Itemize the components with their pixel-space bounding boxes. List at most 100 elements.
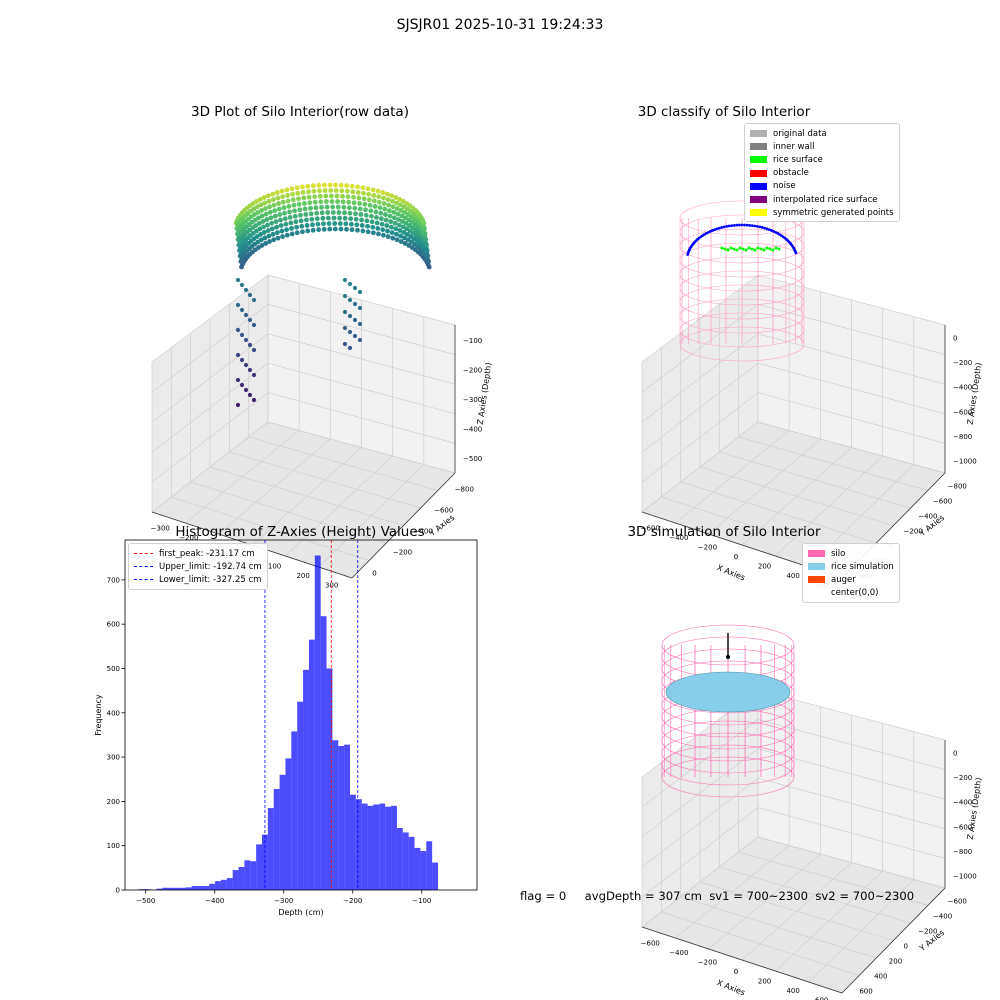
raw-point (305, 183, 311, 189)
silo-wireframe (679, 200, 805, 362)
raw-point (318, 199, 324, 205)
legend-label: Lower_limit: -327.25 cm (159, 574, 262, 585)
y-tick-label: 600 (107, 621, 120, 629)
raw-point (342, 215, 348, 221)
raw-point (350, 189, 356, 195)
raw-point (333, 182, 338, 188)
sv1-text: sv1 = 700~2300 (709, 889, 808, 903)
histogram-bar (396, 827, 403, 890)
raw-point (263, 241, 268, 246)
raw-point (264, 217, 270, 222)
raw-point (377, 205, 383, 211)
noise-point (711, 229, 714, 232)
raw-point (393, 231, 399, 237)
raw-point (260, 219, 266, 224)
histogram-bar (285, 758, 292, 890)
rice-surface-point (723, 247, 727, 251)
raw-point (235, 352, 241, 358)
classify-legend: original data inner wall rice surface obsta… (744, 123, 900, 223)
legend-swatch (134, 579, 153, 581)
y-tick-label: −800 (455, 486, 474, 494)
raw-point (352, 205, 358, 211)
noise-point (732, 223, 736, 227)
histogram-bar (303, 669, 309, 890)
raw-point (325, 210, 331, 215)
x-tick-label: −400 (669, 534, 688, 542)
z-tick-label: −800 (953, 433, 972, 441)
raw-point (378, 210, 384, 216)
raw-point (306, 189, 311, 195)
noise-point (755, 224, 759, 228)
raw-point (311, 188, 317, 194)
raw-point (310, 227, 316, 233)
y-tick-label: 200 (889, 958, 902, 966)
grid-line (641, 807, 946, 898)
simulation-legend: silo rice simulation auger center(0,0) (802, 543, 900, 603)
grid-line (719, 866, 911, 924)
z-tick-label: −300 (463, 396, 482, 404)
raw-point (291, 202, 297, 208)
raw-point (285, 198, 291, 204)
raw-point (347, 313, 353, 319)
grid-line (719, 451, 911, 509)
raw-point (243, 287, 249, 293)
grid-line (151, 274, 456, 363)
raw-point (336, 210, 342, 215)
rice-surface-point (762, 248, 766, 252)
raw-point (332, 221, 338, 226)
raw-point (380, 232, 386, 238)
rice-surface-point (741, 247, 745, 251)
x-tick-label: 300 (325, 581, 338, 589)
raw-point (357, 201, 362, 206)
histogram-bar (273, 788, 280, 890)
raw-point (235, 302, 241, 308)
x-axis-label: Depth (cm) (278, 908, 323, 917)
raw-point (385, 234, 391, 239)
x-tick-label: −300 (274, 897, 293, 905)
noise-point (743, 223, 746, 227)
rice-surface-point (771, 248, 775, 252)
raw-point (271, 237, 277, 243)
raw-point (282, 216, 288, 222)
y-tick-label: −800 (948, 483, 967, 491)
z-tick-label: −400 (953, 384, 972, 392)
legend-label: noise (773, 181, 796, 192)
raw-point (261, 195, 267, 200)
histogram-bar (291, 731, 298, 890)
raw-point (287, 215, 293, 220)
raw-point (324, 204, 330, 210)
histogram-bar (162, 887, 169, 890)
histogram-bar (420, 851, 427, 890)
axes-box: −600−400−2000200400600−800−600−400−20002… (641, 274, 983, 589)
raw-point (342, 293, 348, 299)
raw-point (380, 227, 386, 233)
raw-point (319, 204, 324, 210)
raw-point (331, 215, 337, 221)
raw-point (353, 211, 358, 217)
raw-point (357, 206, 363, 212)
raw-point (380, 190, 386, 195)
rice-surface-point (738, 246, 742, 250)
noise-point (765, 227, 769, 231)
y-tick-label: 0 (904, 943, 908, 951)
raw-point (398, 202, 403, 208)
raw-point (251, 297, 257, 303)
raw-point (327, 182, 333, 188)
raw-point (372, 204, 378, 209)
histogram-bar (256, 844, 263, 890)
raw-point (423, 237, 429, 242)
raw-point (243, 362, 249, 368)
raw-point (267, 204, 273, 210)
raw-point (299, 223, 305, 229)
classified-points (686, 223, 798, 256)
raw-point (368, 208, 374, 214)
raw-point (389, 198, 395, 204)
raw-point (247, 317, 253, 323)
raw-point (283, 221, 289, 227)
raw-point (307, 200, 313, 206)
histogram-bar (408, 836, 415, 890)
noise-point (772, 229, 776, 233)
y-tick-label: −600 (948, 898, 967, 906)
raw-point (352, 285, 358, 291)
raw-point (239, 382, 245, 388)
